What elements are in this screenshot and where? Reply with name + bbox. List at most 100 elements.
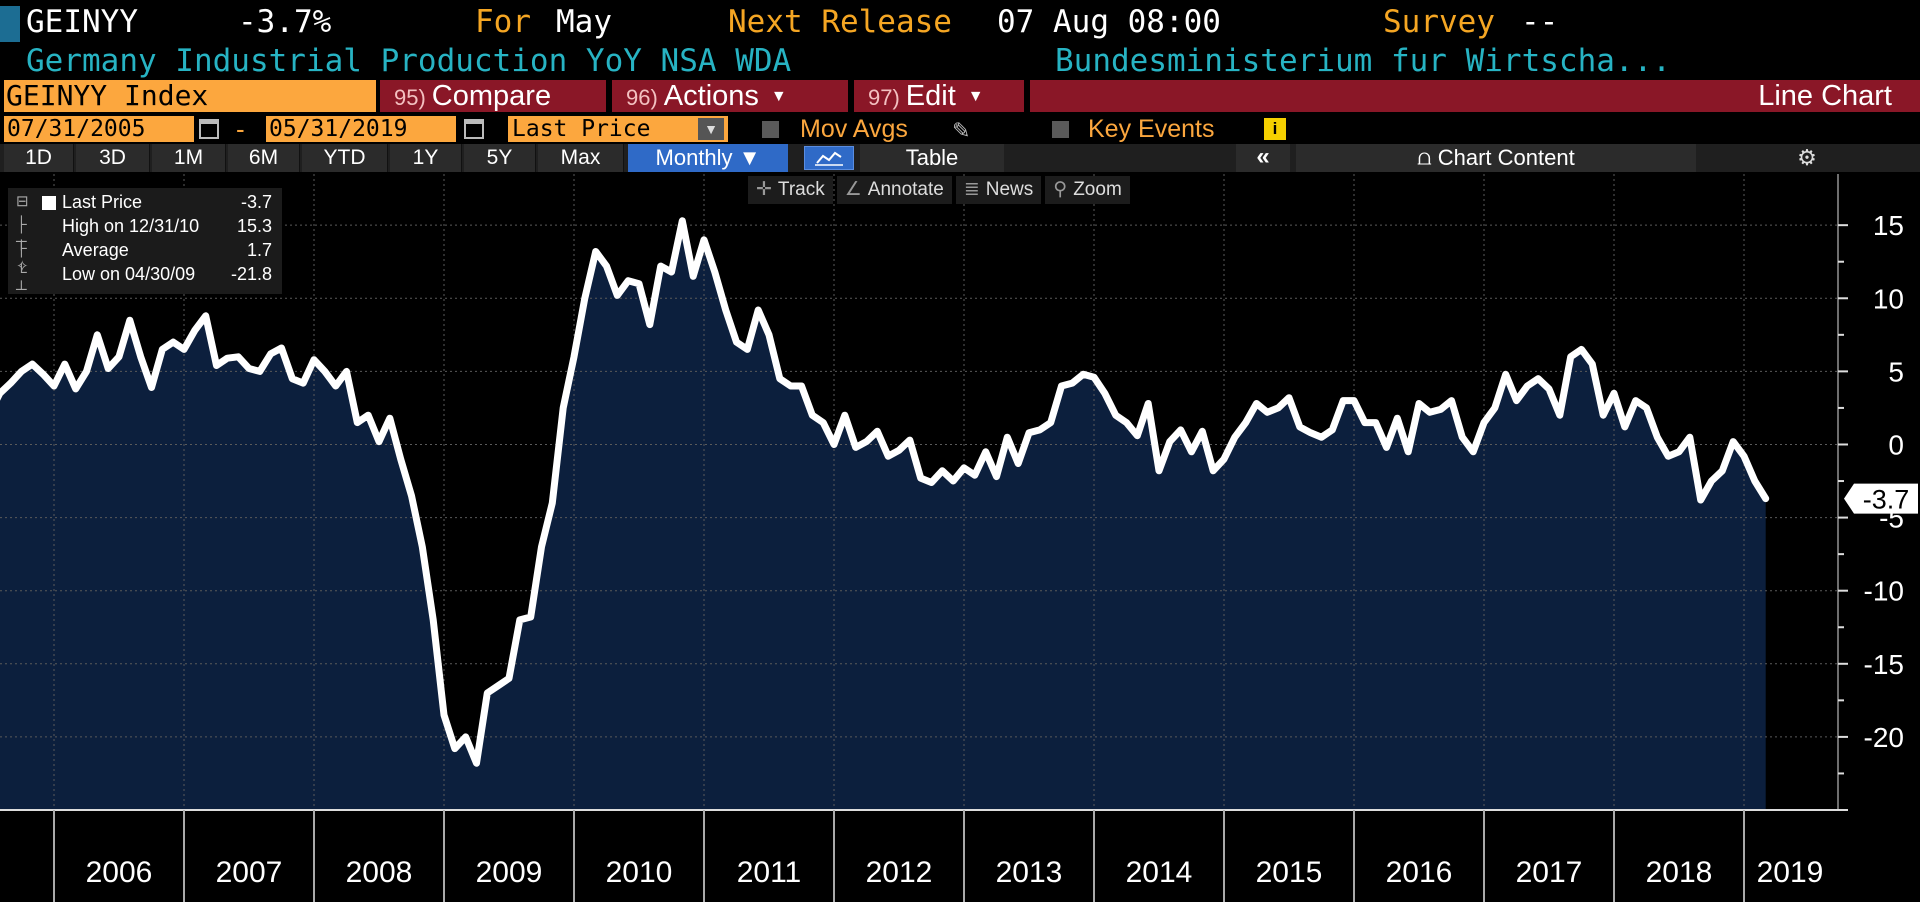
calendar-icon[interactable] <box>464 119 484 139</box>
track-button[interactable]: ✛ Track <box>748 176 833 204</box>
zoom-icon: ⚲ <box>1053 179 1068 200</box>
survey-value: -- <box>1521 4 1559 40</box>
settings-row: 07/31/2005 - 05/31/2019 Last Price ▼ Mov… <box>0 114 1920 144</box>
key-events-checkbox[interactable] <box>1052 121 1069 138</box>
legend-high-label: High on 12/31/10 <box>62 216 200 236</box>
edit-label: Edit <box>905 80 956 112</box>
chart-icon[interactable] <box>804 146 854 170</box>
legend-last-value: -3.7 <box>240 192 272 212</box>
x-tick-label: 2007 <box>216 856 283 889</box>
chart-content-label: Chart Content <box>1437 145 1575 170</box>
period-1m[interactable]: 1M <box>152 144 226 172</box>
x-tick-label: 2019 <box>1757 856 1824 889</box>
period-toolbar: 1D 3D 1M 6M YTD 1Y 5Y Max Monthly ▼ Tabl… <box>0 144 1920 172</box>
zoom-button[interactable]: ⚲ Zoom <box>1045 176 1130 204</box>
annotate-label: Annotate <box>867 179 944 200</box>
chevron-down-icon: ▼ <box>967 88 984 105</box>
series-swatch <box>42 196 56 210</box>
y-tick-label: 15 <box>1873 210 1904 241</box>
compare-button[interactable]: 95) Compare <box>380 80 606 112</box>
x-tick-label: 2008 <box>346 856 413 889</box>
legend-last-label: Last Price <box>62 192 143 212</box>
news-button[interactable]: ≣ News <box>955 176 1042 204</box>
zoom-label: Zoom <box>1073 179 1122 200</box>
start-date-input[interactable]: 07/31/2005 <box>4 116 194 142</box>
x-tick-label: 2011 <box>737 856 802 889</box>
x-tick-label: 2017 <box>1516 856 1583 889</box>
actions-button[interactable]: 96) Actions ▼ <box>612 80 848 112</box>
y-tick-label: -20 <box>1864 722 1904 753</box>
annotate-icon: ∠ <box>844 179 862 200</box>
calendar-icon[interactable] <box>199 119 219 139</box>
info-icon[interactable]: i <box>1264 118 1286 140</box>
last-value: -3.7% <box>238 4 332 40</box>
crosshair-icon: ✛ <box>756 179 772 200</box>
news-icon: ≣ <box>963 179 980 200</box>
period-ytd[interactable]: YTD <box>302 144 388 172</box>
legend-low-label: Low on 04/30/09 <box>62 264 196 284</box>
description-row: Germany Industrial Production YoY NSA WD… <box>0 42 1920 78</box>
legend-average-label: Average <box>62 240 129 260</box>
last-value-label: -3.7 <box>1863 485 1910 515</box>
x-tick-label: 2018 <box>1646 856 1713 889</box>
x-tick-label: 2016 <box>1386 856 1453 889</box>
key-events-label[interactable]: Key Events <box>1088 115 1215 143</box>
y-tick-label: 5 <box>1888 356 1904 387</box>
legend-average-value: 1.7 <box>246 240 272 260</box>
frequency-dropdown[interactable]: Monthly ▼ <box>628 144 788 172</box>
pencil-icon[interactable]: ✎ <box>952 118 971 143</box>
period-1y[interactable]: 1Y <box>390 144 462 172</box>
legend-low-value: -21.8 <box>230 264 272 284</box>
field-select[interactable]: Last Price <box>508 116 728 142</box>
compare-label: Compare <box>431 80 552 112</box>
data-source[interactable]: Bundesministerium fur Wirtscha... <box>1055 43 1671 79</box>
ticker-symbol: GEINYY <box>26 4 138 40</box>
legend-high-value: 15.3 <box>236 216 272 236</box>
annotate-button[interactable]: ∠ Annotate <box>836 176 952 204</box>
edit-button[interactable]: 97) Edit ▼ <box>854 80 1024 112</box>
chevron-down-icon: ▼ <box>770 88 787 105</box>
x-tick-label: 2006 <box>86 856 153 889</box>
chart-type-title: Line Chart <box>1030 80 1920 112</box>
line-chart[interactable]: 15 10 5 0 -5 -10 -15 -20 2006 2007 2008 2009 2010 201… <box>0 174 1920 902</box>
series-line <box>0 217 1770 767</box>
next-release-value: 07 Aug 08:00 <box>997 4 1221 40</box>
chevron-down-icon: ▼ <box>738 145 761 170</box>
actions-label: Actions <box>663 80 759 112</box>
x-tick-label: 2013 <box>996 856 1063 889</box>
frequency-label: Monthly <box>655 145 733 170</box>
table-button[interactable]: Table <box>860 144 1004 172</box>
survey-label: Survey <box>1383 4 1495 40</box>
period-6m[interactable]: 6M <box>228 144 300 172</box>
chart-legend: ⊟ Last Price -3.7 ├ ┬ High on 12/31/10 1… <box>8 188 282 298</box>
chevron-down-icon[interactable]: ▼ <box>698 118 724 140</box>
next-release-label: Next Release <box>728 4 952 40</box>
period-max[interactable]: Max <box>538 144 624 172</box>
y-tick-label: 0 <box>1888 429 1904 460</box>
period-1d[interactable]: 1D <box>4 144 74 172</box>
header-row: GEINYY -3.7% For May Next Release 07 Aug… <box>0 0 1920 42</box>
chart-tool-bar: ✛ Track ∠ Annotate ≣ News ⚲ Zoom <box>748 176 1130 204</box>
collapse-icon[interactable]: ⊟ <box>16 193 29 210</box>
average-marker-icon: ├ ✧ <box>16 240 29 275</box>
security-input[interactable]: GEINYY Index <box>4 80 376 112</box>
actions-number: 96) <box>626 85 658 110</box>
y-tick-label: -10 <box>1864 576 1904 607</box>
mov-avgs-checkbox[interactable] <box>762 121 779 138</box>
legend-high: ├ ┬ High on 12/31/10 15.3 <box>16 216 276 250</box>
for-label: For <box>475 4 531 40</box>
legend-last-price[interactable]: ⊟ Last Price -3.7 <box>16 192 276 216</box>
mov-avgs-label[interactable]: Mov Avgs <box>800 115 908 143</box>
period-3d[interactable]: 3D <box>76 144 150 172</box>
x-tick-label: 2014 <box>1126 856 1193 889</box>
chart-content-button[interactable]: ⩍ Chart Content <box>1296 144 1696 172</box>
chart-content-icon: ⩍ <box>1417 145 1432 170</box>
gear-icon[interactable]: ⚙ <box>1797 145 1817 170</box>
collapse-button[interactable]: « <box>1236 144 1290 172</box>
x-tick-label: 2010 <box>606 856 673 889</box>
x-tick-label: 2012 <box>866 856 933 889</box>
period-5y[interactable]: 5Y <box>464 144 536 172</box>
end-date-input[interactable]: 05/31/2019 <box>266 116 456 142</box>
date-range-dash: - <box>236 114 245 144</box>
